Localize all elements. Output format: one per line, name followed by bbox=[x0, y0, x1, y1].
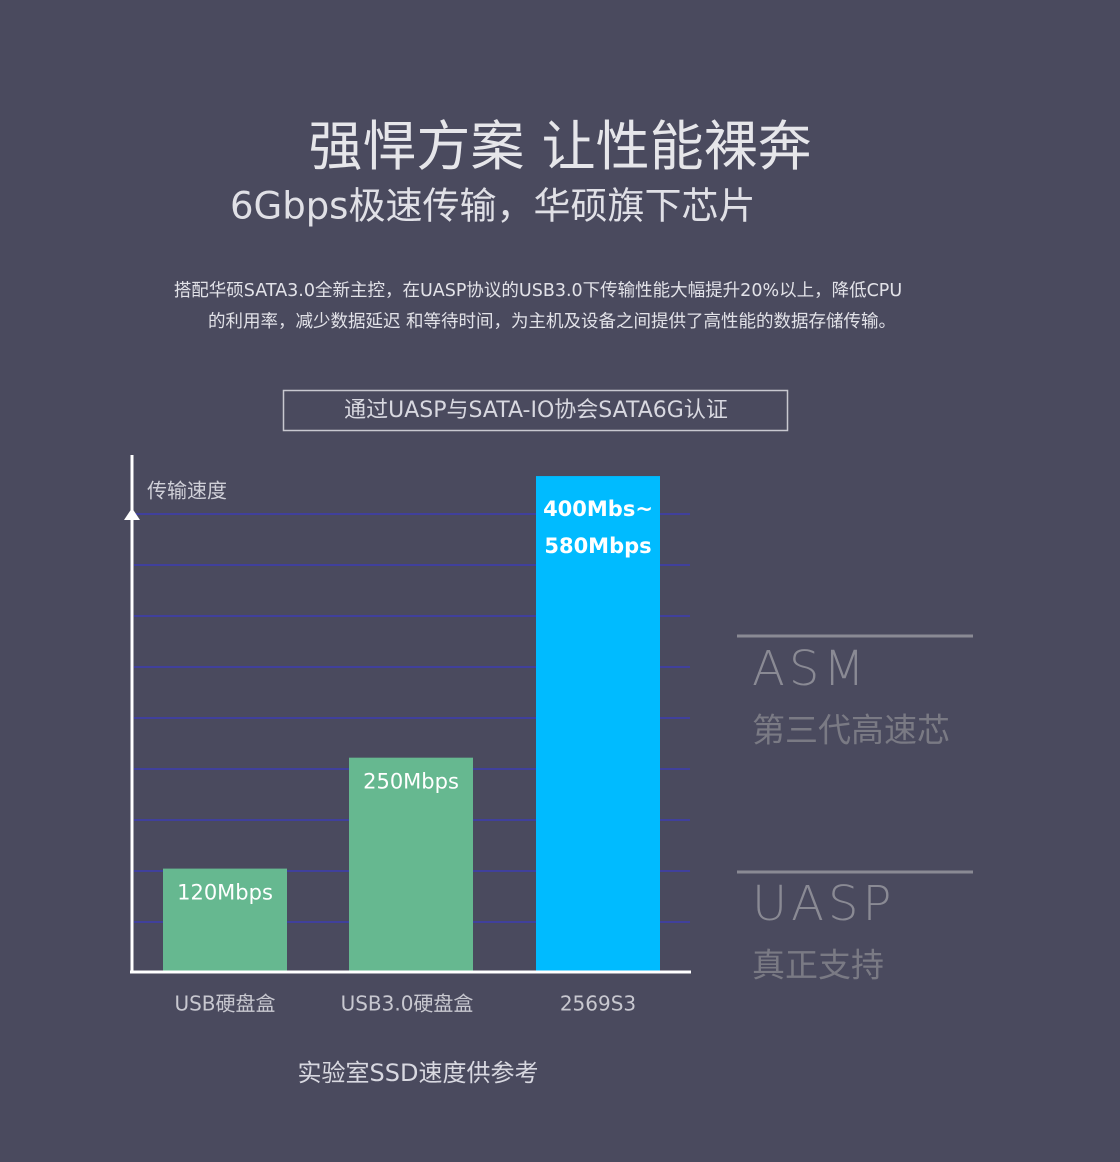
value-label: 250Mbps bbox=[363, 770, 459, 794]
badge: 通过UASP与SATA-IO协会SATA6G认证 bbox=[344, 398, 728, 423]
feature-subtitle: 第三代高速芯 bbox=[752, 711, 950, 750]
chart-note: 实验室SSD速度供参考 bbox=[298, 1059, 539, 1087]
y-axis-label: 传输速度 bbox=[147, 479, 227, 503]
feature-subtitle: 真正支持 bbox=[752, 946, 884, 985]
feature-title: ASM bbox=[752, 641, 869, 697]
bar bbox=[163, 868, 287, 971]
feature-title: UASP bbox=[752, 876, 895, 932]
description: 的利用率，减少数据延迟 和等待时间，为主机及设备之间提供了高性能的数据存储传输。 bbox=[208, 312, 896, 332]
bar bbox=[349, 757, 473, 971]
value-label: 580Mbps bbox=[544, 534, 651, 558]
axis-arrow bbox=[124, 508, 140, 520]
x-tick-label: 2569S3 bbox=[560, 992, 636, 1016]
badge-box bbox=[282, 389, 789, 432]
subtitle: 6Gbps极速传输，华硕旗下芯片 bbox=[230, 185, 755, 228]
title: 强悍方案 让性能裸奔 bbox=[308, 115, 811, 178]
description: 搭配华硕SATA3.0全新主控，在UASP协议的USB3.0下传输性能大幅提升2… bbox=[174, 281, 902, 301]
x-tick-label: USB3.0硬盘盒 bbox=[341, 992, 474, 1016]
value-label: 120Mbps bbox=[177, 881, 273, 905]
bars bbox=[163, 476, 660, 971]
x-tick-label: USB硬盘盒 bbox=[174, 992, 275, 1016]
value-label: 400Mbs~ bbox=[543, 497, 653, 521]
bar bbox=[536, 476, 660, 971]
